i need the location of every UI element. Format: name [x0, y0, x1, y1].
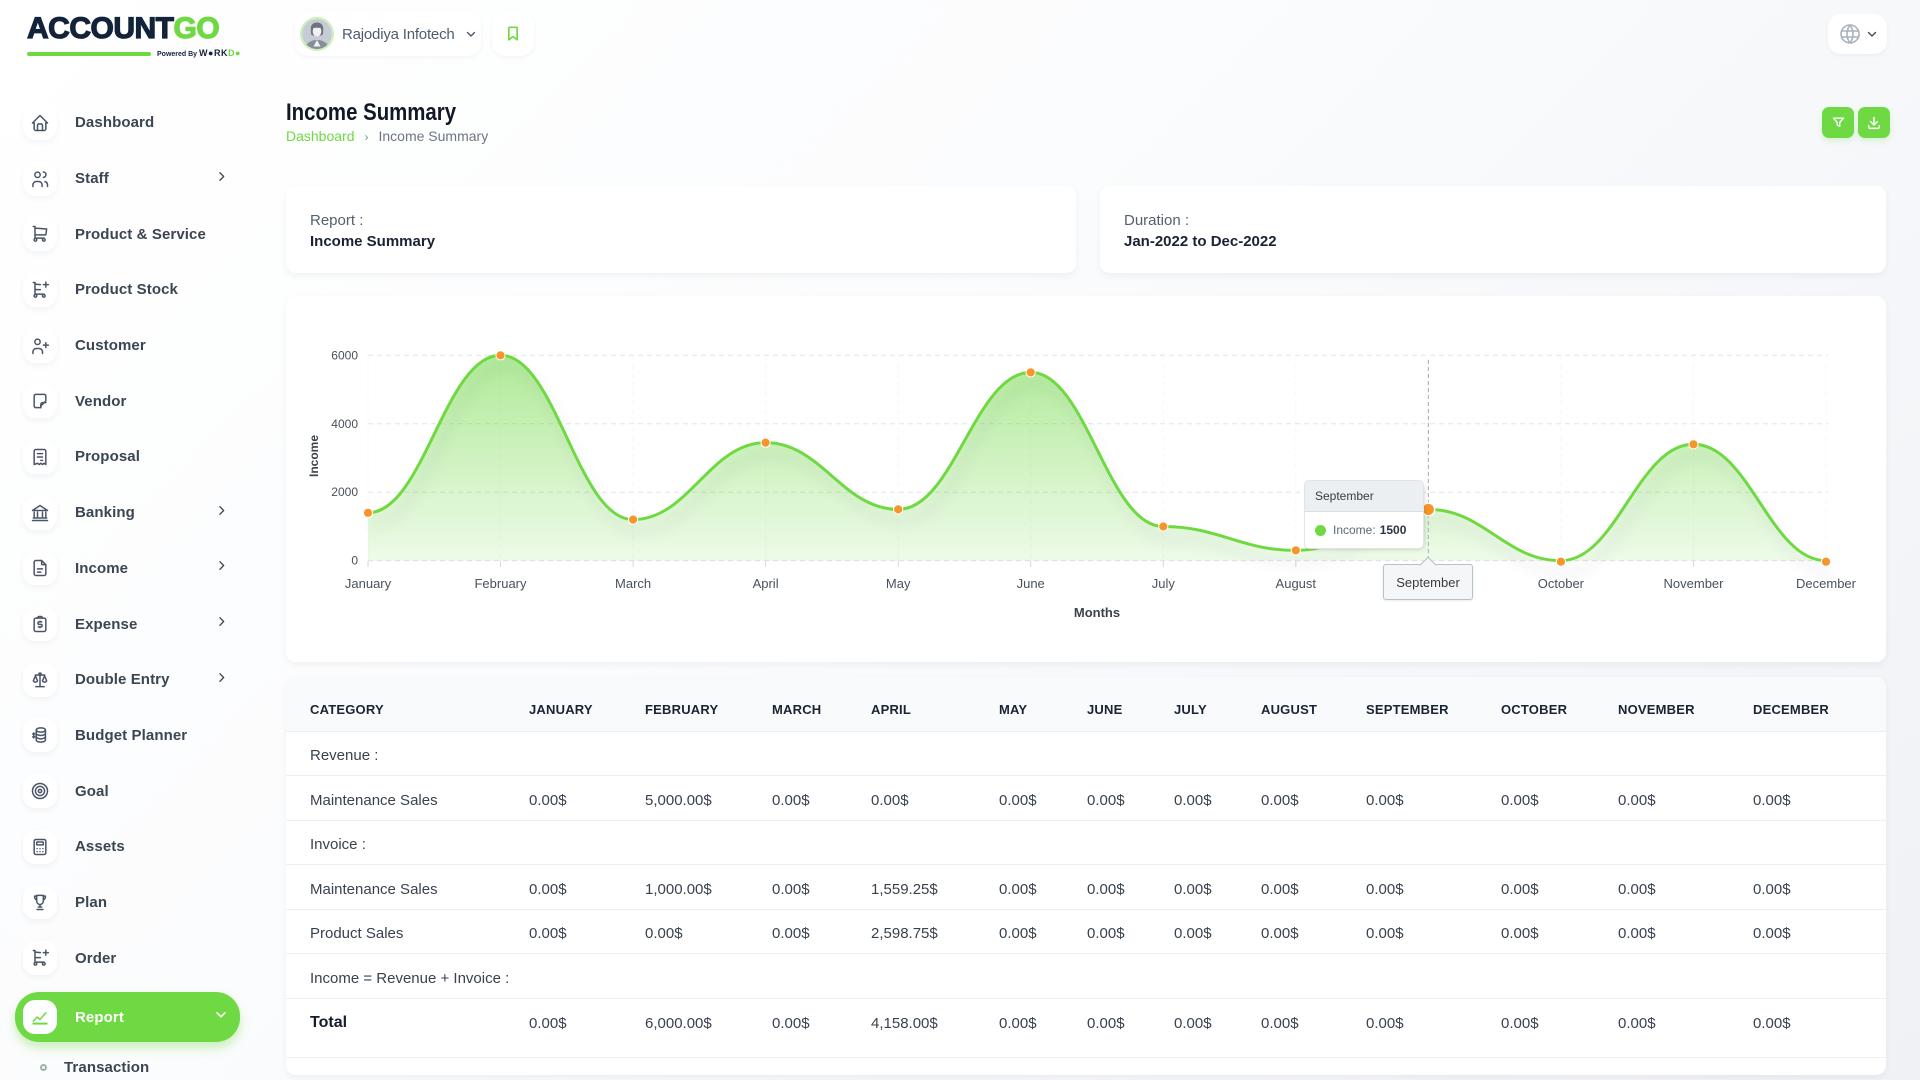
- svg-text:0: 0: [351, 554, 358, 568]
- svg-text:May: May: [886, 576, 911, 591]
- svg-text:June: June: [1017, 576, 1045, 591]
- svg-text:November: November: [1664, 576, 1725, 591]
- svg-text:Income: Income: [307, 435, 321, 477]
- svg-text:December: December: [1796, 576, 1857, 591]
- svg-text:March: March: [615, 576, 651, 591]
- svg-text:October: October: [1538, 576, 1585, 591]
- svg-text:January: January: [345, 576, 392, 591]
- svg-text:July: July: [1152, 576, 1176, 591]
- svg-text:6000: 6000: [331, 348, 358, 362]
- svg-text:April: April: [753, 576, 779, 591]
- svg-text:4000: 4000: [331, 417, 358, 431]
- svg-text:August: August: [1276, 576, 1317, 591]
- svg-text:Months: Months: [1074, 605, 1120, 620]
- svg-text:February: February: [474, 576, 527, 591]
- svg-text:2000: 2000: [331, 485, 358, 499]
